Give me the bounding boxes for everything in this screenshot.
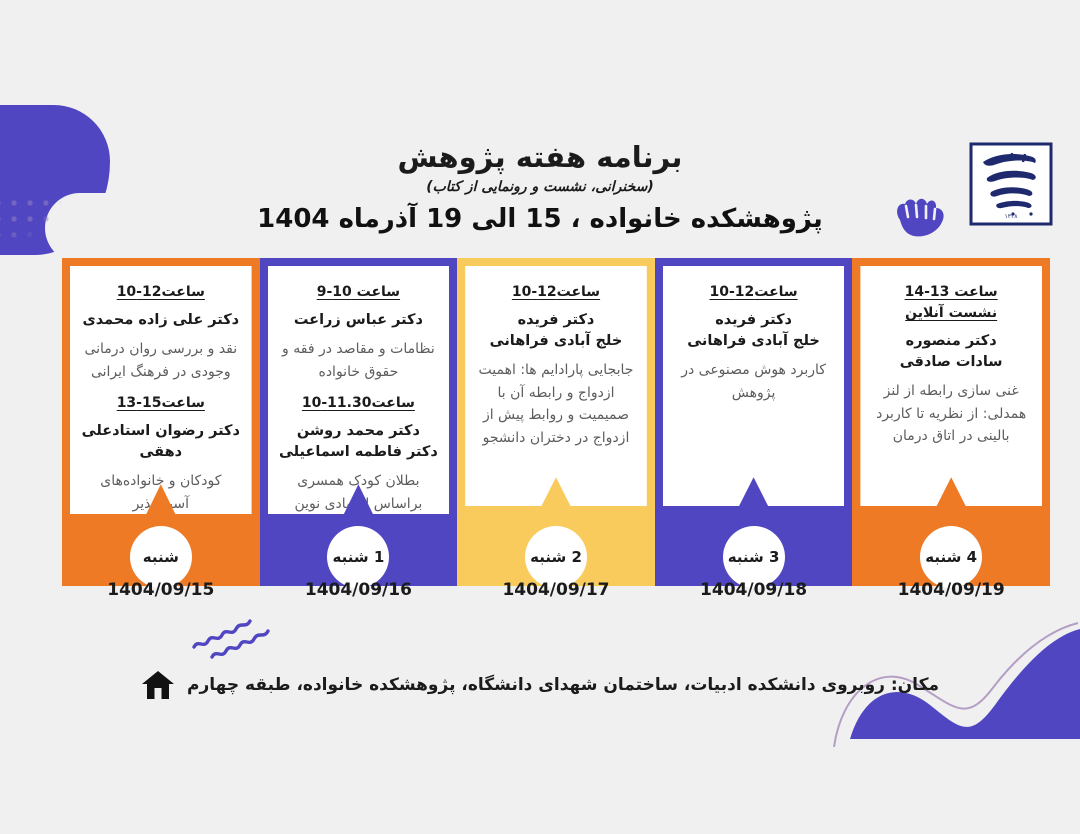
slot-speaker: دکتر علی زاده محمدی [82,312,240,328]
day-circle: 2 شنبه [524,526,587,588]
slot-topic: غنی سازی رابطه از لنز همدلی: از نظریه تا… [876,383,1027,445]
slot-speaker: دکتر منصوره سادات صادقی [899,333,1003,371]
slot-time: ساعت11.30-10 [301,395,415,412]
schedule-card[interactable]: ساعت12-10 دکتر علی زاده محمدی نقد و بررس… [70,266,252,514]
schedule-slot: ساعت15-13 دکتر رضوان استادعلی دهقی کودکا… [81,393,241,514]
slot-time: ساعت12-10 [116,284,205,300]
slot-time: ساعت15-13 [116,395,205,412]
timeline-column-sunday: ساعت 10-9 دکتر عباس زراعت نظامات و مقاصد… [259,258,458,600]
slot-time: ساعت12-10 [709,284,798,300]
schedule-slot: ساعت12-10 دکتر فریده خلج آبادی فراهانی جا… [476,282,636,450]
footer: مکان: روبروی دانشکده ادبیات، ساختمان شهد… [0,668,1080,702]
page-subtitle: (سخنرانی، نشست و رونمایی از کتاب) [426,179,654,195]
day-date: 1404/09/19 [897,580,1005,600]
slot-speaker: دکتر محمد روشن دکتر فاطمه اسماعیلی [278,423,438,461]
day-date: 1404/09/16 [304,580,412,600]
slot-topic: جابجایی پارادایم ها: اهمیت ازدواج و رابط… [478,362,634,447]
day-date: 1404/09/18 [700,580,808,600]
slot-time: ساعت 13-14 [904,284,998,300]
slot-speaker: دکتر فریده خلج آبادی فراهانی [489,312,623,350]
slot-topic: نظامات و مقاصد در فقه و حقوق خانواده [282,341,435,380]
schedule-slot: ساعت 13-14 نشست آنلاین دکتر منصوره سادات … [871,282,1031,448]
schedule-slot: ساعت12-10 دکتر فریده خلج آبادی فراهانی کا… [674,282,834,404]
slot-time: ساعت12-10 [511,284,601,300]
decorative-wave-bottom-right [833,622,1080,748]
schedule-slot: ساعت12-10 دکتر علی زاده محمدی نقد و بررس… [81,282,241,383]
page-date-range: پژوهشکده خانواده ، 15 الی 19 آذرماه 1404 [257,204,823,234]
venue-label: مکان: روبروی دانشکده ادبیات، ساختمان شهد… [187,675,939,695]
timeline-column-saturday: ساعت12-10 دکتر علی زاده محمدی نقد و بررس… [62,258,260,600]
day-circle: شنبه [129,526,192,588]
slot-speaker: دکتر رضوان استادعلی دهقی [81,423,240,461]
slot-topic: نقد و بررسی روان درمانی وجودی در فرهنگ ا… [84,341,238,380]
day-circle: 1 شنبه [327,526,390,588]
timeline-column-monday: ساعت12-10 دکتر فریده خلج آبادی فراهانی جا… [457,258,655,600]
schedule-card[interactable]: ساعت 13-14 نشست آنلاین دکتر منصوره سادات … [860,266,1042,506]
schedule-slot: ساعت11.30-10 دکتر محمد روشن دکتر فاطمه اس… [278,393,439,514]
svg-text:۱۳۲۸: ۱۳۲۸ [1005,213,1019,220]
schedule-slot: ساعت 10-9 دکتر عباس زراعت نظامات و مقاصد… [279,282,439,383]
home-icon [142,671,175,699]
day-date: 1404/09/15 [107,580,215,600]
header: برنامه هفته پژوهش (سخنرانی، نشست و رونما… [0,140,1080,234]
slot-time: ساعت 10-9 [316,284,401,300]
slot-speaker: دکتر عباس زراعت [293,312,423,328]
slot-speaker: دکتر فریده خلج آبادی فراهانی [687,312,820,350]
timeline-column-tuesday: ساعت12-10 دکتر فریده خلج آبادی فراهانی کا… [654,258,853,600]
shahid-beheshti-university-logo: ۱۳۲۸ [969,142,1053,226]
schedule-card[interactable]: ساعت 10-9 دکتر عباس زراعت نظامات و مقاصد… [267,266,450,514]
day-circle: 3 شنبه [722,526,785,588]
timeline-column-wednesday: ساعت 13-14 نشست آنلاین دکتر منصوره سادات … [852,258,1050,600]
day-date: 1404/09/17 [502,580,610,600]
page-title: برنامه هفته پژوهش [397,140,683,174]
day-circle: 4 شنبه [920,526,983,588]
schedule-timeline: ساعت12-10 دکتر علی زاده محمدی نقد و بررس… [62,258,1050,600]
slot-topic: کاربرد هوش مصنوعی در پژوهش [681,362,826,401]
schedule-card[interactable]: ساعت12-10 دکتر فریده خلج آبادی فراهانی کا… [662,266,845,506]
decorative-squiggles [192,619,270,659]
schedule-card[interactable]: ساعت12-10 دکتر فریده خلج آبادی فراهانی جا… [465,266,647,506]
slot-mode: نشست آنلاین [905,305,998,321]
